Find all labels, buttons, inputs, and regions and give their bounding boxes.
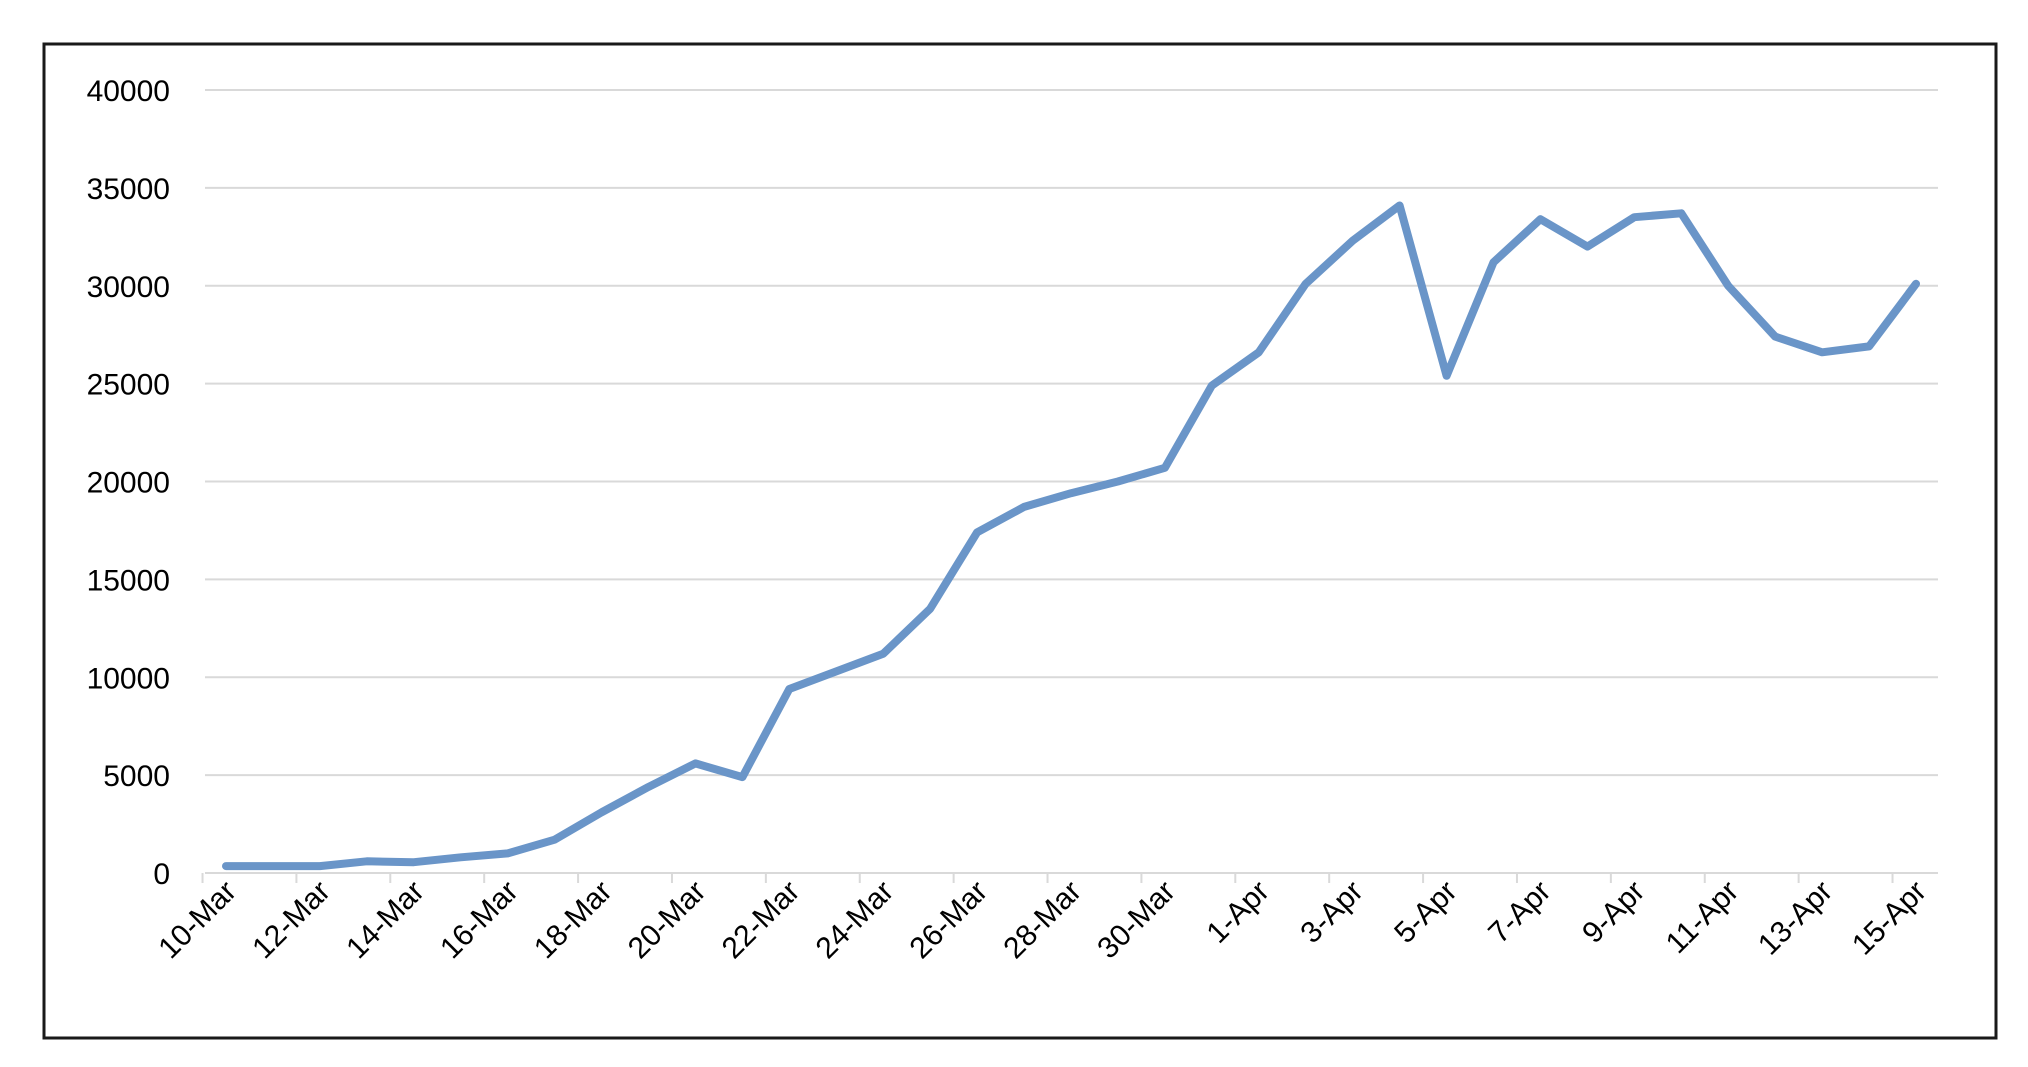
y-tick-label: 10000 [87,662,170,695]
series-lines [222,201,1920,871]
y-tick-label: 0 [153,858,170,891]
y-tick-label: 20000 [87,467,170,500]
y-axis-tick-labels: 0 5000 10000 15000 20000 25000 30000 35000 40000 [87,75,170,891]
y-tick-label: 5000 [103,760,170,793]
y-tick-label: 35000 [87,173,170,206]
y-tick-label: 15000 [87,564,170,597]
series-line [222,201,1920,871]
gridlines [205,89,1938,777]
y-tick-label: 30000 [87,271,170,304]
chart-frame [42,42,1998,1040]
y-tick-label: 40000 [87,75,170,108]
x-axis [201,872,1938,883]
y-tick-label: 25000 [87,369,170,402]
